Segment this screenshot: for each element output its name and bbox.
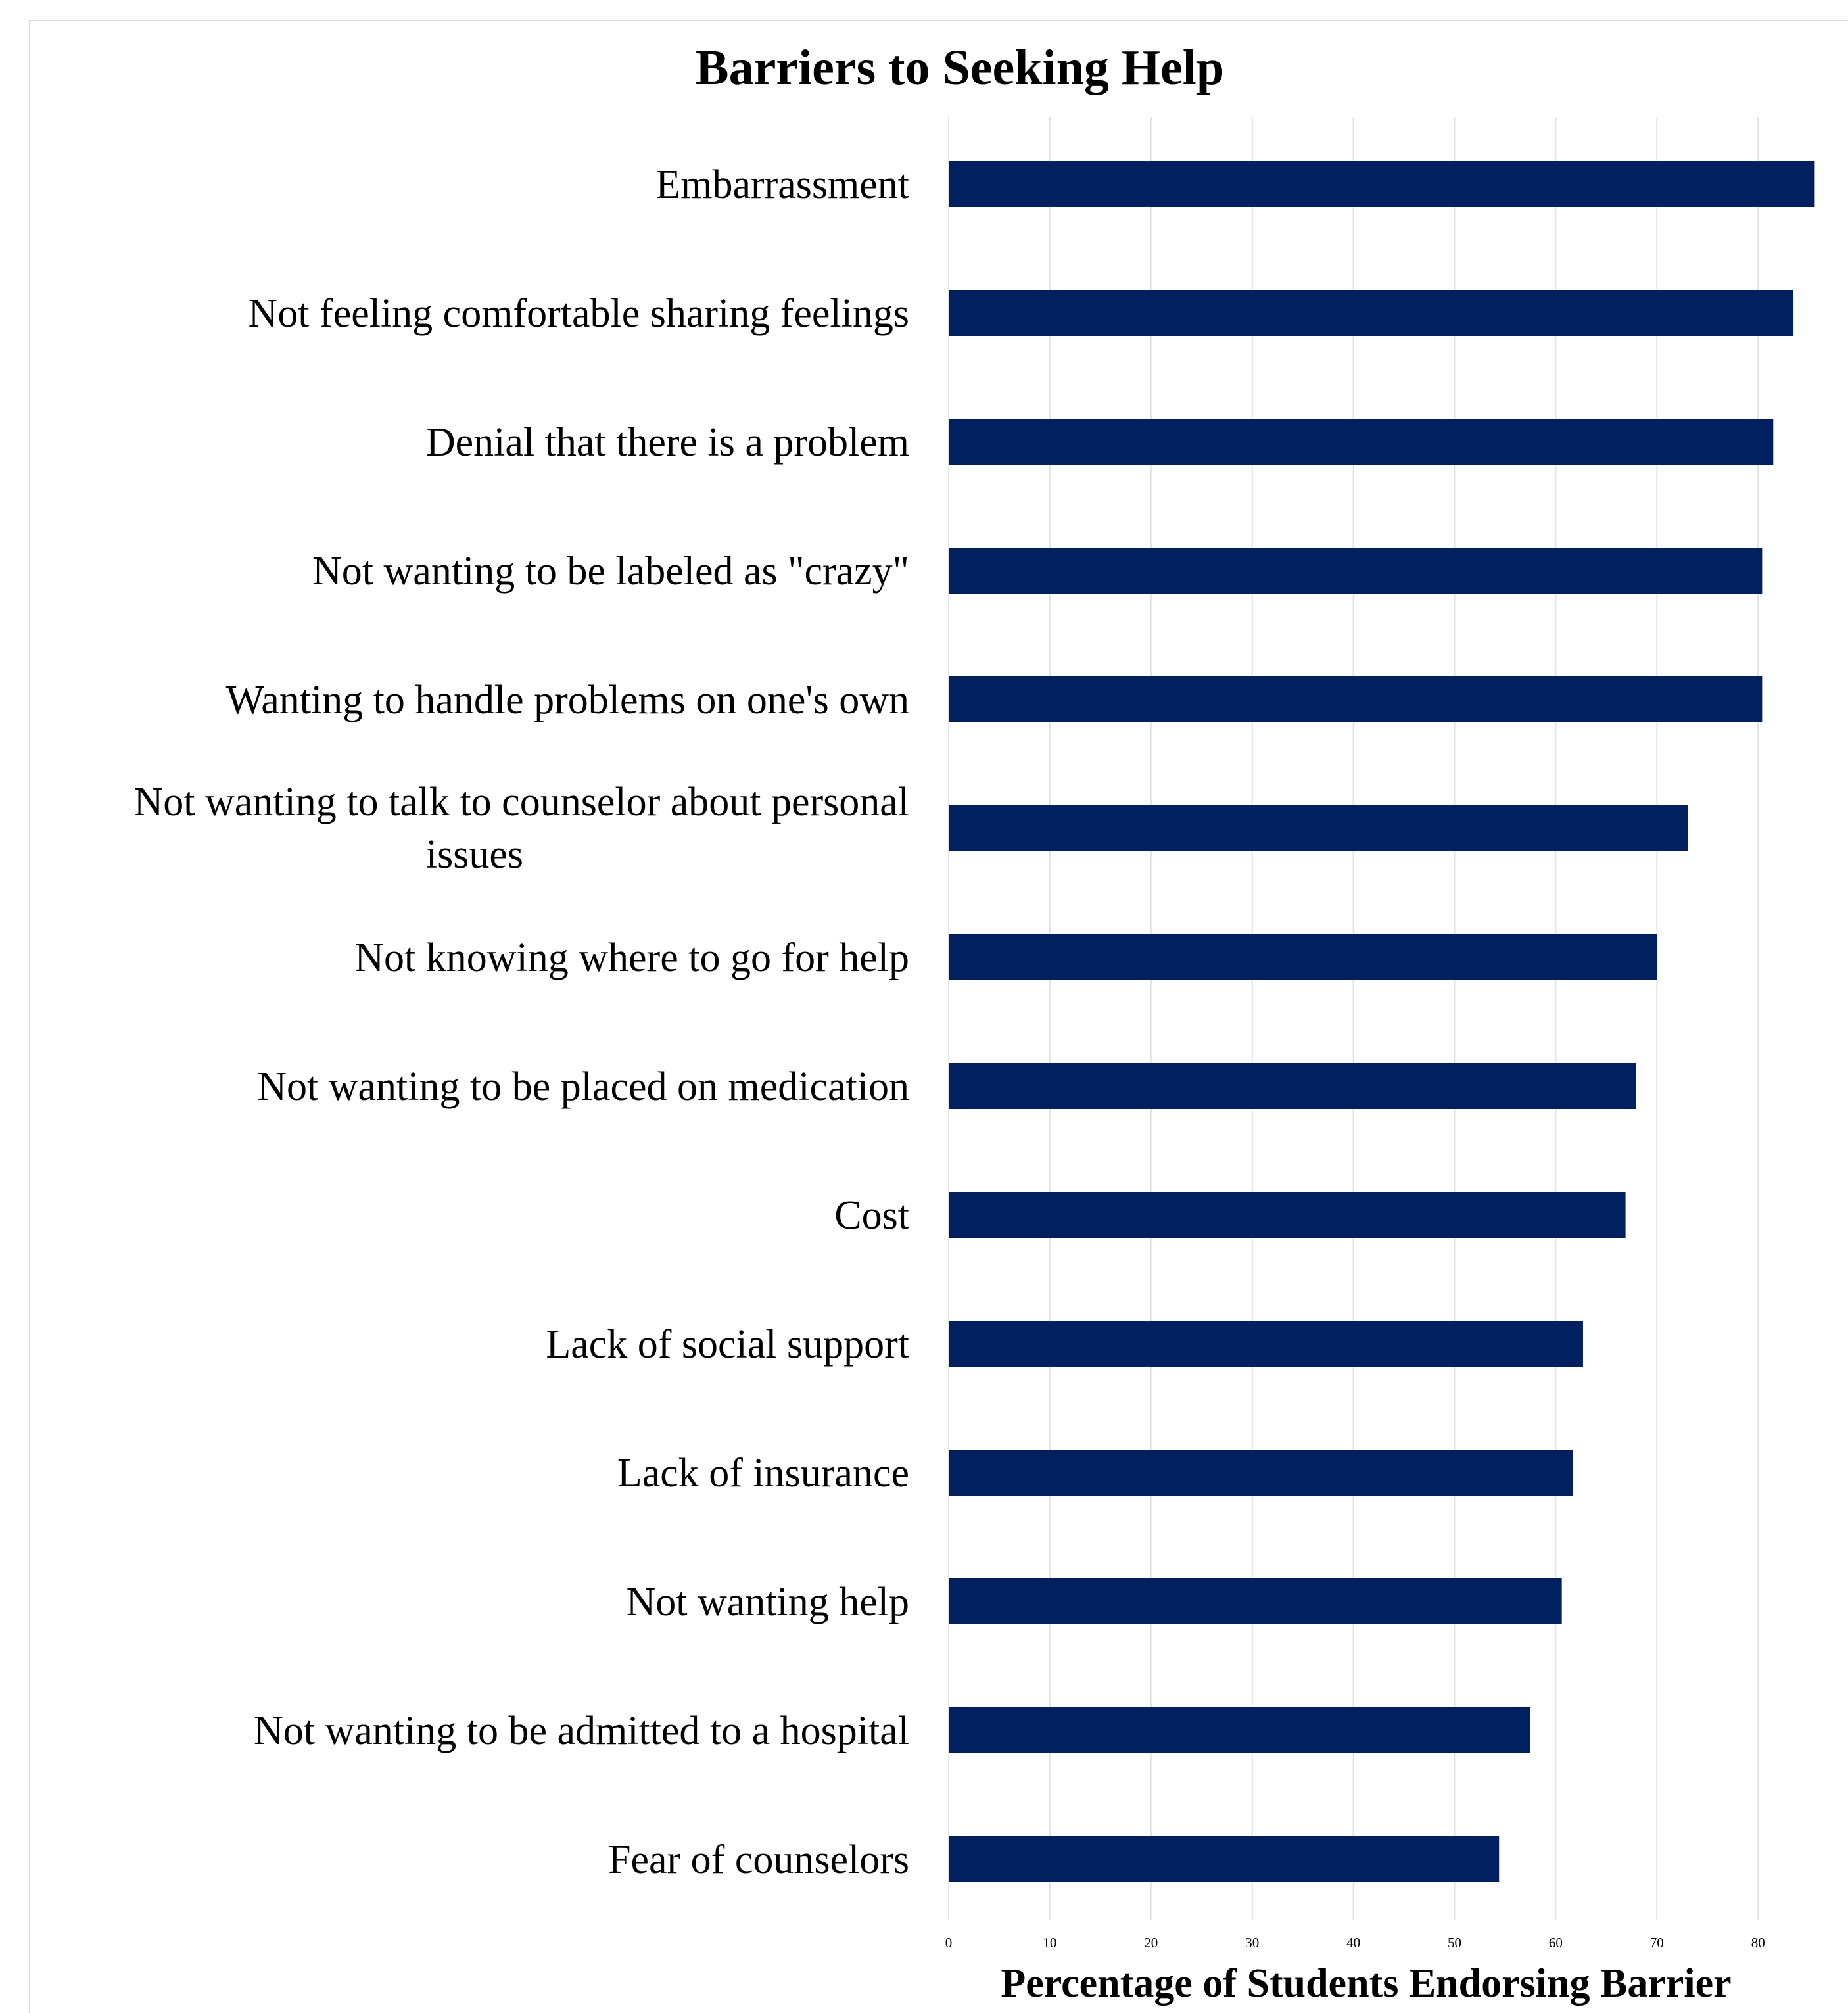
bar xyxy=(949,1578,1562,1624)
category-label: Embarrassment xyxy=(655,162,909,207)
category-label: Lack of social support xyxy=(546,1322,909,1367)
x-tick-label: 50 xyxy=(1448,1935,1461,1951)
x-tick-label: 80 xyxy=(1751,1935,1765,1951)
chart-title: Barriers to Seeking Help xyxy=(696,40,1224,95)
bar xyxy=(949,805,1689,851)
x-tick-label: 0 xyxy=(945,1935,953,1951)
category-label: Not wanting to be admitted to a hospital xyxy=(254,1709,909,1753)
category-label: Not wanting help xyxy=(627,1580,910,1624)
x-tick-label: 40 xyxy=(1346,1935,1360,1951)
category-label: Lack of insurance xyxy=(617,1451,909,1496)
x-tick-labels: 0 10 20 30 40 50 60 70 80 xyxy=(945,1935,1765,1951)
bar xyxy=(949,934,1657,980)
x-axis-label: Percentage of Students Endorsing Barrier xyxy=(1001,1961,1731,2006)
category-label: Not knowing where to go for help xyxy=(354,935,909,980)
gridlines xyxy=(948,117,1759,1920)
bar xyxy=(949,1836,1500,1882)
category-label: Fear of counselors xyxy=(608,1837,909,1882)
bar xyxy=(949,1192,1626,1238)
bar xyxy=(949,1321,1583,1367)
category-label: Not feeling comfortable sharing feelings xyxy=(249,291,909,336)
category-label: Cost xyxy=(834,1193,909,1238)
x-tick-label: 10 xyxy=(1043,1935,1056,1951)
bar xyxy=(949,161,1815,207)
chart-frame xyxy=(29,20,1848,2013)
bar xyxy=(949,1063,1636,1109)
x-tick-label: 20 xyxy=(1144,1935,1158,1951)
category-label: Not wanting to be placed on medication xyxy=(257,1064,909,1109)
category-label: Not wanting to talk to counselor about p… xyxy=(134,780,909,877)
x-tick-label: 70 xyxy=(1650,1935,1664,1951)
bar xyxy=(949,676,1763,722)
bar xyxy=(949,1707,1530,1753)
category-label: Wanting to handle problems on one's own xyxy=(226,678,909,722)
category-labels: Embarrassment Not feeling comfortable sha… xyxy=(134,162,909,1882)
x-tick-label: 30 xyxy=(1245,1935,1259,1951)
bar xyxy=(949,419,1774,465)
x-tick-label: 60 xyxy=(1549,1935,1563,1951)
category-label: Denial that there is a problem xyxy=(426,420,909,465)
bar xyxy=(949,290,1794,336)
bar xyxy=(949,548,1763,594)
category-label: Not wanting to be labeled as "crazy" xyxy=(312,549,909,594)
bars xyxy=(949,161,1815,1882)
bar xyxy=(949,1450,1573,1496)
